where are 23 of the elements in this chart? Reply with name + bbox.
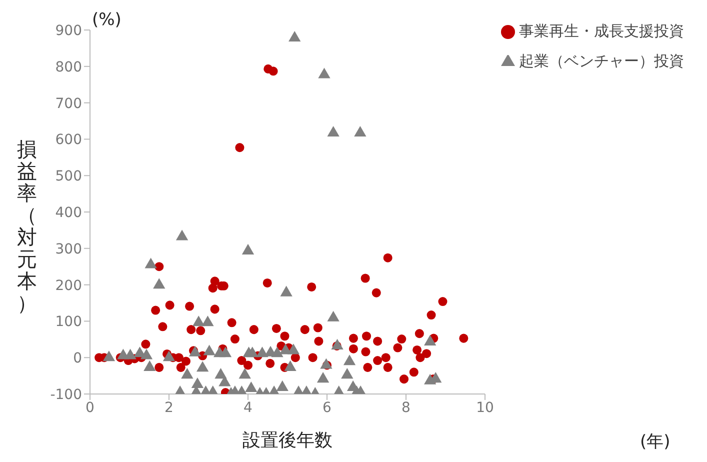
text: (年) xyxy=(640,431,670,453)
y-tick-label: 0 xyxy=(73,350,82,367)
y-tick-label: 600 xyxy=(55,132,82,148)
y-tick-label: 500 xyxy=(55,168,82,185)
y-tick-label: 800 xyxy=(55,59,82,76)
x-tick-label: 0 xyxy=(86,400,94,416)
y-axis-title: 損益率（対元本） xyxy=(16,137,38,315)
y-tick-label: 700 xyxy=(55,96,82,112)
y-tick-label: 200 xyxy=(55,278,82,294)
legend-label: 事業再生・成長支援投資 xyxy=(519,22,684,40)
x-tick-label: 10 xyxy=(476,400,494,416)
x-tick-label: 8 xyxy=(402,400,410,416)
y-tick-label: 100 xyxy=(55,314,82,330)
x-tick-label: 2 xyxy=(164,400,174,416)
text: (%) xyxy=(92,10,122,30)
x-axis-title: 設置後年数 xyxy=(242,430,332,451)
x-tick-label: 4 xyxy=(244,400,253,416)
y-tick-label: -100 xyxy=(50,386,82,403)
y-tick-label: 400 xyxy=(55,204,82,221)
x-tick-label: 6 xyxy=(322,400,332,416)
y-tick-label: 300 xyxy=(55,241,82,258)
legend-label: 起業（ベンチャー）投資 xyxy=(519,52,684,70)
y-tick-label: 900 xyxy=(55,22,82,39)
